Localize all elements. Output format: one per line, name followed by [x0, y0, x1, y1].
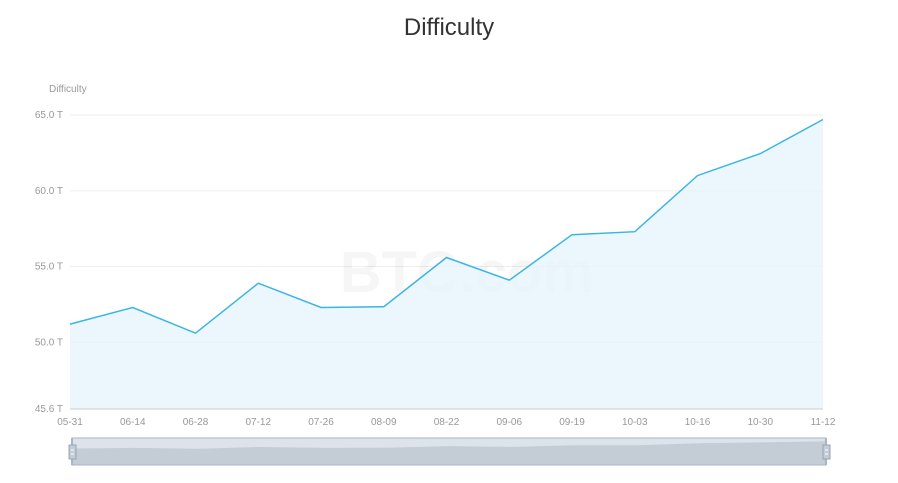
y-axis-label: Difficulty [49, 84, 87, 95]
x-tick-label: 11-12 [811, 417, 836, 428]
zoom-handle-right[interactable] [822, 438, 831, 465]
y-tick-label: 60.0 T [35, 186, 63, 197]
x-axis-ticks: 05-31 06-14 06-28 07-12 07-26 08-09 08-22 09-06… [57, 417, 836, 428]
difficulty-area [70, 119, 823, 409]
zoom-slider[interactable] [68, 437, 831, 466]
y-tick-label: 65.0 T [35, 110, 63, 121]
x-tick-label: 07-26 [308, 417, 334, 428]
chart-title: Difficulty [403, 14, 495, 41]
x-tick-label: 07-12 [245, 417, 271, 428]
y-axis-ticks: 45.6 T 50.0 T 55.0 T 60.0 T 65.0 T [35, 110, 63, 415]
x-tick-label: 10-16 [685, 417, 711, 428]
zoom-handle-left[interactable] [68, 438, 77, 465]
x-tick-label: 05-31 [57, 417, 83, 428]
x-tick-label: 08-09 [371, 417, 397, 428]
x-tick-label: 06-28 [183, 417, 209, 428]
x-tick-label: 08-22 [434, 417, 460, 428]
y-tick-label: 45.6 T [35, 404, 63, 415]
x-tick-label: 09-19 [559, 417, 585, 428]
y-tick-label: 50.0 T [35, 337, 63, 348]
y-tick-label: 55.0 T [35, 262, 63, 273]
x-tick-label: 09-06 [496, 417, 522, 428]
x-tick-label: 06-14 [120, 417, 146, 428]
x-tick-label: 10-03 [622, 417, 648, 428]
difficulty-line [69, 118, 824, 335]
x-tick-label: 10-30 [747, 417, 773, 428]
zoom-preview-area [72, 441, 826, 465]
